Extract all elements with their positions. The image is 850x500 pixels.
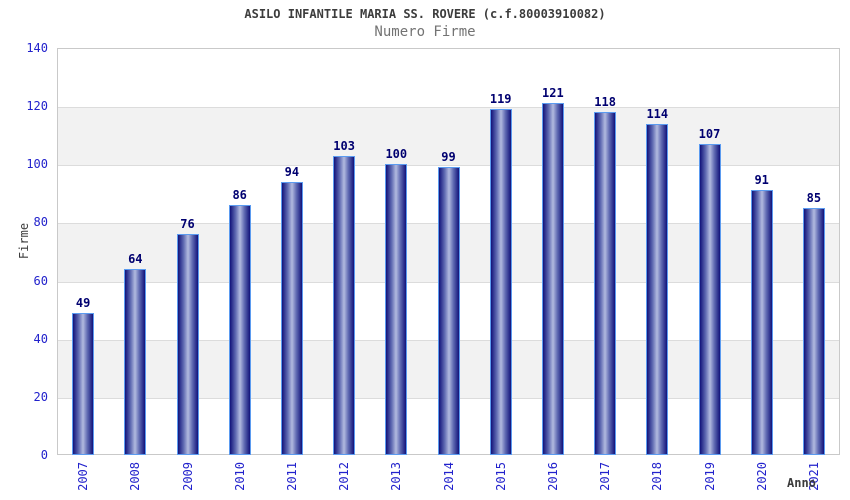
bar-value-label: 94: [284, 164, 300, 179]
bar: [489, 109, 512, 455]
bar-value-label: 103: [333, 138, 355, 153]
x-tick-label: 2018: [650, 462, 665, 491]
y-tick-label: 80: [33, 215, 48, 230]
x-tick-label: 2013: [389, 462, 404, 491]
y-tick-label: 40: [33, 331, 48, 346]
x-axis-title: Anno: [787, 476, 816, 490]
chart-title: ASILO INFANTILE MARIA SS. ROVERE (c.f.80…: [244, 7, 606, 21]
bar-value-label: 100: [385, 147, 408, 162]
bar-value-label: 118: [594, 94, 616, 109]
gridline: [58, 107, 839, 109]
bar-value-label: 121: [542, 86, 564, 101]
y-tick-label: 140: [26, 41, 48, 55]
x-tick-label: 2008: [128, 462, 143, 491]
bar: [72, 312, 95, 455]
x-tick-label: 2019: [702, 462, 717, 491]
bar: [802, 207, 825, 455]
y-tick-label: 120: [26, 99, 48, 114]
bar-value-label: 76: [180, 217, 195, 232]
x-tick-label: 2012: [337, 462, 352, 491]
x-tick-label: 2009: [180, 462, 195, 491]
y-tick-label: 100: [26, 157, 48, 172]
x-tick-label: 2011: [284, 462, 299, 491]
bar: [437, 167, 460, 455]
bar: [750, 190, 773, 455]
gridline: [58, 165, 839, 167]
bar: [646, 123, 669, 455]
x-tick-label: 2020: [754, 462, 769, 491]
bar-value-label: 114: [646, 106, 669, 121]
y-tick-label: 0: [40, 448, 48, 462]
bar: [541, 103, 564, 455]
bar: [698, 143, 721, 455]
x-tick-label: 2014: [441, 462, 456, 491]
x-tick-label: 2016: [545, 462, 560, 491]
y-tick-label: 20: [33, 389, 48, 404]
chart-subtitle: Numero Firme: [374, 24, 476, 40]
bar-value-label: 49: [75, 295, 91, 310]
bar: [176, 234, 199, 455]
bar: [333, 155, 356, 455]
x-tick-label: 2015: [493, 462, 508, 491]
bar: [124, 268, 147, 455]
bar: [385, 164, 408, 455]
bar: [228, 204, 251, 455]
y-tick-label: 60: [33, 273, 48, 288]
bar: [280, 181, 303, 455]
x-tick-label: 2010: [232, 462, 247, 491]
bar-value-label: 91: [754, 173, 769, 188]
bar-value-label: 86: [232, 187, 247, 202]
bar: [594, 111, 617, 455]
x-tick-label: 2007: [76, 462, 91, 491]
bar-value-label: 64: [128, 251, 143, 266]
bar-value-label: 99: [441, 150, 456, 165]
bar-value-label: 85: [806, 190, 822, 205]
x-tick-label: 2017: [598, 462, 613, 491]
bar-value-label: 119: [489, 92, 512, 107]
bar-value-label: 107: [698, 126, 721, 141]
